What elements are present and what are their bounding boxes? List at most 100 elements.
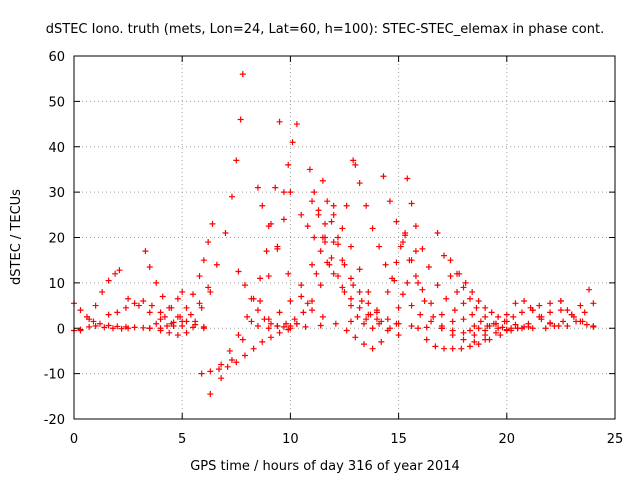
data-point bbox=[542, 325, 549, 332]
data-point bbox=[529, 307, 536, 314]
data-point bbox=[285, 161, 292, 168]
data-point bbox=[114, 323, 121, 330]
data-point bbox=[378, 338, 385, 345]
data-point bbox=[412, 248, 419, 255]
data-point bbox=[495, 313, 502, 320]
data-point bbox=[257, 298, 264, 305]
data-point bbox=[298, 211, 305, 218]
data-point bbox=[508, 325, 515, 332]
y-tick-label: 30 bbox=[48, 186, 65, 201]
data-point bbox=[462, 279, 469, 286]
data-point bbox=[101, 324, 108, 331]
data-point bbox=[317, 282, 324, 289]
data-point bbox=[183, 329, 190, 336]
data-point bbox=[200, 323, 207, 330]
axis-ticks: 0 5 10 15 20 25 -20 -10 0 10 20 30 40 50 60 bbox=[44, 50, 624, 447]
data-point bbox=[166, 329, 173, 336]
data-point bbox=[412, 273, 419, 280]
data-point bbox=[360, 341, 367, 348]
data-point bbox=[317, 248, 324, 255]
data-point bbox=[304, 223, 311, 230]
data-point bbox=[393, 218, 400, 225]
data-point bbox=[583, 321, 590, 328]
data-point bbox=[77, 327, 84, 334]
data-point bbox=[386, 198, 393, 205]
data-point bbox=[363, 316, 370, 323]
data-point bbox=[363, 202, 370, 209]
data-point bbox=[222, 229, 229, 236]
data-point bbox=[302, 323, 309, 330]
data-point bbox=[438, 311, 445, 318]
data-point bbox=[347, 302, 354, 309]
data-point bbox=[248, 318, 255, 325]
data-point bbox=[460, 316, 467, 323]
data-point bbox=[425, 263, 432, 270]
data-point bbox=[280, 323, 287, 330]
data-point bbox=[389, 275, 396, 282]
y-tick-label: 50 bbox=[48, 95, 65, 110]
data-point bbox=[408, 200, 415, 207]
data-point bbox=[434, 229, 441, 236]
data-point bbox=[287, 189, 294, 196]
data-point bbox=[267, 334, 274, 341]
data-point bbox=[192, 318, 199, 325]
data-point bbox=[239, 71, 246, 78]
data-point bbox=[300, 309, 307, 316]
data-point bbox=[228, 357, 235, 364]
x-tick-label: 5 bbox=[178, 432, 186, 447]
data-point bbox=[233, 157, 240, 164]
data-point bbox=[428, 300, 435, 307]
data-point bbox=[458, 345, 465, 352]
data-point bbox=[376, 243, 383, 250]
data-point bbox=[315, 207, 322, 214]
data-point bbox=[577, 318, 584, 325]
data-point bbox=[200, 257, 207, 264]
data-point bbox=[330, 211, 337, 218]
data-point bbox=[564, 307, 571, 314]
data-point bbox=[447, 273, 454, 280]
data-point bbox=[148, 302, 155, 309]
data-point bbox=[298, 282, 305, 289]
data-point bbox=[343, 202, 350, 209]
data-point bbox=[142, 248, 149, 255]
data-point bbox=[118, 325, 125, 332]
data-point bbox=[332, 320, 339, 327]
data-point bbox=[482, 313, 489, 320]
data-point bbox=[484, 322, 491, 329]
data-point bbox=[328, 218, 335, 225]
data-point bbox=[460, 336, 467, 343]
data-point bbox=[510, 313, 517, 320]
data-point bbox=[369, 325, 376, 332]
data-point bbox=[116, 267, 123, 274]
data-point bbox=[503, 327, 510, 334]
data-point bbox=[157, 325, 164, 332]
data-point bbox=[90, 318, 97, 325]
data-point bbox=[263, 248, 270, 255]
data-point bbox=[514, 325, 521, 332]
data-point bbox=[283, 320, 290, 327]
data-point bbox=[276, 118, 283, 125]
data-point bbox=[198, 304, 205, 311]
data-point bbox=[86, 316, 93, 323]
data-point bbox=[341, 288, 348, 295]
data-point bbox=[218, 361, 225, 368]
data-point bbox=[157, 309, 164, 316]
data-point bbox=[495, 325, 502, 332]
data-point bbox=[274, 322, 281, 329]
data-point bbox=[408, 257, 415, 264]
data-point bbox=[557, 298, 564, 305]
data-point bbox=[146, 309, 153, 316]
data-point bbox=[499, 324, 506, 331]
data-point bbox=[395, 332, 402, 339]
data-point bbox=[265, 325, 272, 332]
data-point bbox=[384, 288, 391, 295]
data-point bbox=[205, 284, 212, 291]
y-tick-label: 60 bbox=[48, 50, 65, 65]
x-tick-label: 20 bbox=[499, 432, 516, 447]
data-point bbox=[412, 223, 419, 230]
data-point bbox=[449, 327, 456, 334]
data-point bbox=[257, 275, 264, 282]
data-point bbox=[226, 347, 233, 354]
data-point bbox=[475, 325, 482, 332]
data-point bbox=[274, 245, 281, 252]
